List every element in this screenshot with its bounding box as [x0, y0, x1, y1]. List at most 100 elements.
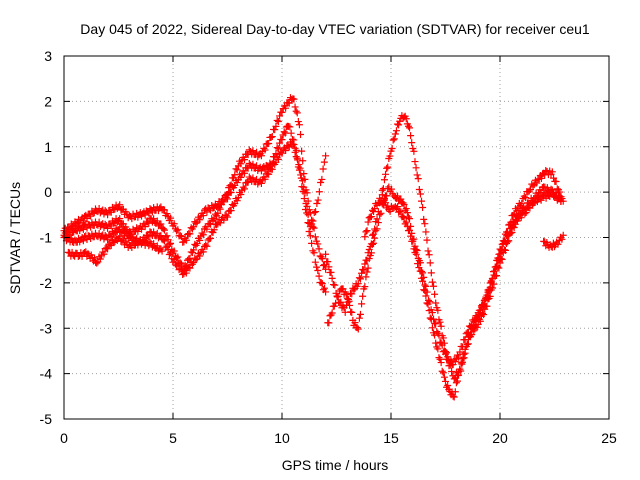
data-point [317, 279, 325, 287]
data-point [390, 135, 398, 143]
data-point [203, 208, 211, 216]
data-point [415, 186, 423, 194]
data-point [376, 211, 384, 219]
data-point [150, 215, 158, 223]
data-point [237, 160, 245, 168]
x-tick-label: 15 [383, 430, 399, 446]
data-point [79, 225, 87, 233]
data-point [468, 322, 476, 330]
data-point [249, 160, 257, 168]
data-point [489, 284, 497, 292]
data-point [268, 133, 276, 141]
data-point [432, 339, 440, 347]
data-point [104, 236, 112, 244]
data-point [165, 251, 173, 259]
data-point [227, 189, 235, 196]
data-point [461, 349, 469, 357]
x-tick-label: 5 [169, 430, 177, 446]
data-point [300, 195, 308, 203]
data-point [104, 245, 112, 253]
data-point [537, 174, 545, 182]
data-point [290, 141, 298, 149]
data-point [273, 144, 281, 152]
data-point [440, 373, 448, 381]
data-point [141, 211, 149, 219]
data-point [272, 150, 280, 158]
data-point [533, 179, 541, 187]
data-point [392, 127, 400, 135]
data-point [110, 219, 118, 227]
data-point [67, 234, 75, 242]
data-point [273, 116, 281, 124]
data-point [354, 325, 362, 333]
data-point [237, 191, 245, 199]
data-point [402, 115, 410, 123]
data-point [559, 231, 567, 239]
data-point [278, 108, 286, 116]
data-point [402, 218, 410, 226]
data-point [320, 158, 328, 166]
data-point [315, 272, 323, 280]
data-point [271, 126, 279, 134]
data-point [486, 292, 494, 300]
data-point [493, 272, 501, 280]
data-point [425, 251, 433, 259]
data-point [402, 205, 410, 213]
y-axis-label: SDTVAR / TECUs [7, 182, 23, 294]
data-point [220, 198, 228, 206]
data-point [439, 369, 447, 377]
data-point [420, 286, 428, 294]
data-point [409, 237, 417, 245]
data-point [423, 236, 431, 244]
data-point [209, 204, 217, 212]
data-point [353, 324, 361, 332]
data-point [434, 345, 442, 353]
data-point [442, 377, 449, 385]
data-point [491, 267, 499, 275]
data-point [415, 264, 423, 272]
data-point [406, 226, 414, 234]
data-point [100, 250, 108, 258]
data-point [391, 130, 399, 138]
data-point [371, 234, 379, 242]
data-point [530, 199, 538, 207]
data-point [290, 95, 298, 103]
data-point [321, 284, 329, 292]
data-point [431, 331, 439, 339]
data-point [364, 218, 372, 226]
data-point [359, 292, 367, 300]
data-point [261, 146, 269, 154]
data-point [368, 240, 376, 248]
data-point [432, 299, 440, 307]
data-point [79, 217, 87, 225]
data-point [448, 367, 456, 375]
data-point [421, 287, 429, 295]
data-point [304, 219, 312, 227]
data-point [453, 377, 461, 385]
data-point [79, 237, 87, 245]
data-point [161, 206, 169, 214]
data-point [529, 182, 537, 190]
data-point [110, 229, 118, 237]
data-point [102, 244, 110, 252]
data-point [416, 267, 424, 275]
data-point [537, 196, 545, 204]
data-point [413, 171, 421, 179]
axis-ticks: 0 5 10 15 20 25 -5 -4 -3 -2 -1 0 1 2 3 [40, 48, 617, 446]
data-point [185, 263, 193, 271]
data-point [348, 308, 356, 316]
data-point [174, 260, 182, 268]
data-point [395, 121, 403, 129]
data-point [214, 209, 222, 217]
data-point [231, 171, 239, 179]
data-point [196, 236, 204, 244]
data-point [498, 255, 506, 263]
data-point [311, 233, 319, 241]
series-satellite-track-2 [60, 94, 330, 274]
data-point [439, 334, 447, 342]
data-point [418, 197, 426, 205]
chart-title: Day 045 of 2022, Sidereal Day-to-day VTE… [80, 21, 590, 37]
data-point [552, 191, 560, 199]
data-point [382, 170, 390, 178]
data-point [261, 175, 269, 183]
